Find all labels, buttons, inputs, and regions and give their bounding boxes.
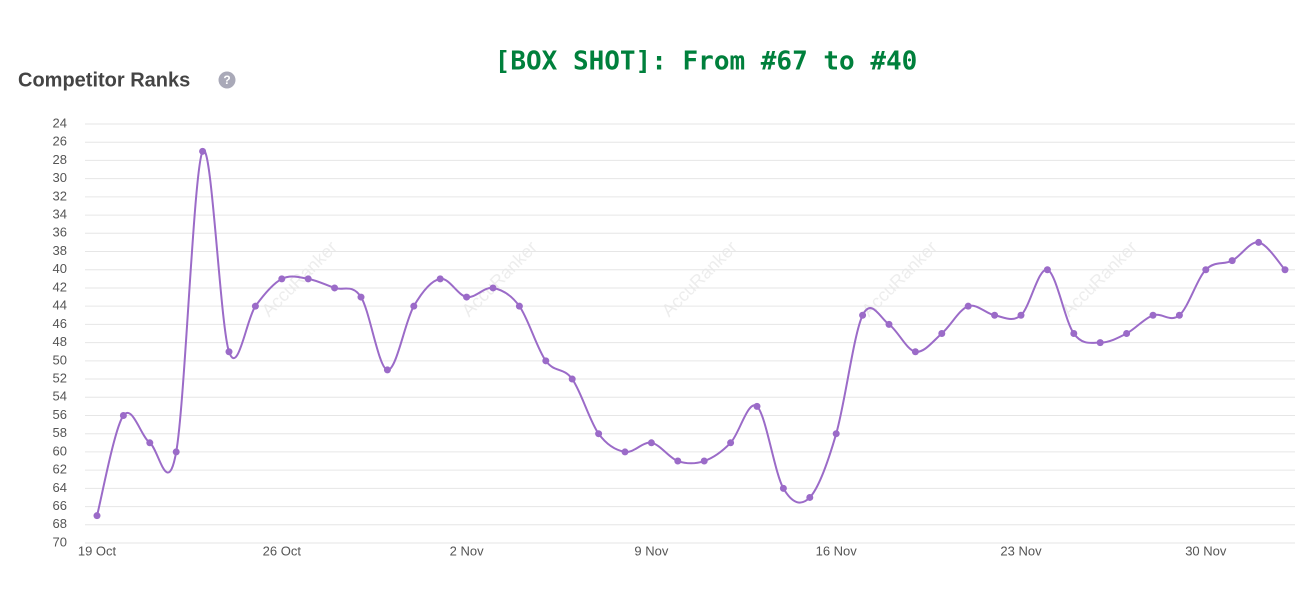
point [489,284,497,292]
y-tick-label: 30 [53,170,67,185]
point [172,448,180,456]
point [859,311,867,319]
point [251,302,259,310]
watermark-text: AccuRanker [1058,237,1141,320]
point [515,302,523,310]
watermark: AccuRanker [258,237,341,320]
point [1017,311,1025,319]
point [1043,266,1051,274]
x-tick-label: 2 Nov [450,543,484,558]
x-tick-label: 26 Oct [263,543,302,558]
point [911,348,919,356]
point [225,348,233,356]
x-tick-label: 9 Nov [634,543,668,558]
point [463,293,471,301]
point [410,302,418,310]
point [93,512,101,520]
y-tick-label: 46 [53,316,67,331]
point [119,411,127,419]
point [383,366,391,374]
y-tick-label: 52 [53,370,67,385]
point [700,457,708,465]
point [1228,257,1236,265]
point [832,430,840,438]
y-tick-label: 42 [53,279,67,294]
chart-title: Competitor Ranks [18,69,190,91]
y-tick-label: 36 [53,225,67,240]
point [964,302,972,310]
help-icon[interactable] [218,71,236,89]
point [621,448,629,456]
y-tick-label: 70 [53,534,67,549]
point [1202,266,1210,274]
y-tick-label: 62 [53,462,67,477]
point [595,430,603,438]
point [331,284,339,292]
point [1255,238,1263,246]
y-tick-label: 32 [53,188,67,203]
help-icon-mark: ? [223,73,230,87]
watermark: AccuRanker [458,237,541,320]
watermark-text: AccuRanker [458,237,541,320]
point [647,439,655,447]
y-tick-label: 28 [53,152,67,167]
point [199,147,207,155]
y-tick-label: 60 [53,443,67,458]
point [806,493,814,501]
y-tick-label: 64 [53,480,67,495]
point [568,375,576,383]
watermark-text: AccuRanker [658,237,741,320]
x-tick-label: 30 Nov [1185,543,1227,558]
y-tick-label: 54 [53,389,67,404]
watermark: AccuRanker [1058,237,1141,320]
point [1070,330,1078,337]
point [1096,339,1104,347]
point [146,439,154,447]
y-tick-label: 68 [53,516,67,531]
point [304,275,312,283]
y-tick-label: 26 [53,134,67,149]
point [727,439,735,447]
point [1123,330,1131,337]
y-tick-label: 56 [53,407,67,422]
point [674,457,682,465]
y-tick-label: 40 [53,261,67,276]
point [753,402,761,410]
point [436,275,444,283]
point [1149,311,1157,319]
point [542,357,550,365]
x-tick-label: 23 Nov [1000,543,1042,558]
y-tick-label: 38 [53,243,67,258]
y-tick-label: 58 [53,425,67,440]
annotation: [BOX SHOT]: From #67 to #40 [495,47,918,77]
y-tick-label: 24 [53,115,67,130]
point [278,275,286,283]
point [885,320,893,328]
y-tick-label: 44 [53,298,67,313]
watermark: AccuRanker [658,237,741,320]
point [1175,311,1183,319]
y-tick-label: 66 [53,498,67,513]
line [96,149,1286,516]
y-tick-label: 34 [53,207,67,222]
point [357,293,365,301]
y-tick-label: 48 [53,334,67,349]
watermark-text: AccuRanker [258,237,341,320]
x-tick-label: 16 Nov [816,543,858,558]
point [991,311,999,319]
point [779,484,787,492]
point [1281,266,1289,274]
point [938,330,946,337]
y-tick-label: 50 [53,352,67,367]
x-tick-label: 19 Oct [78,543,117,558]
